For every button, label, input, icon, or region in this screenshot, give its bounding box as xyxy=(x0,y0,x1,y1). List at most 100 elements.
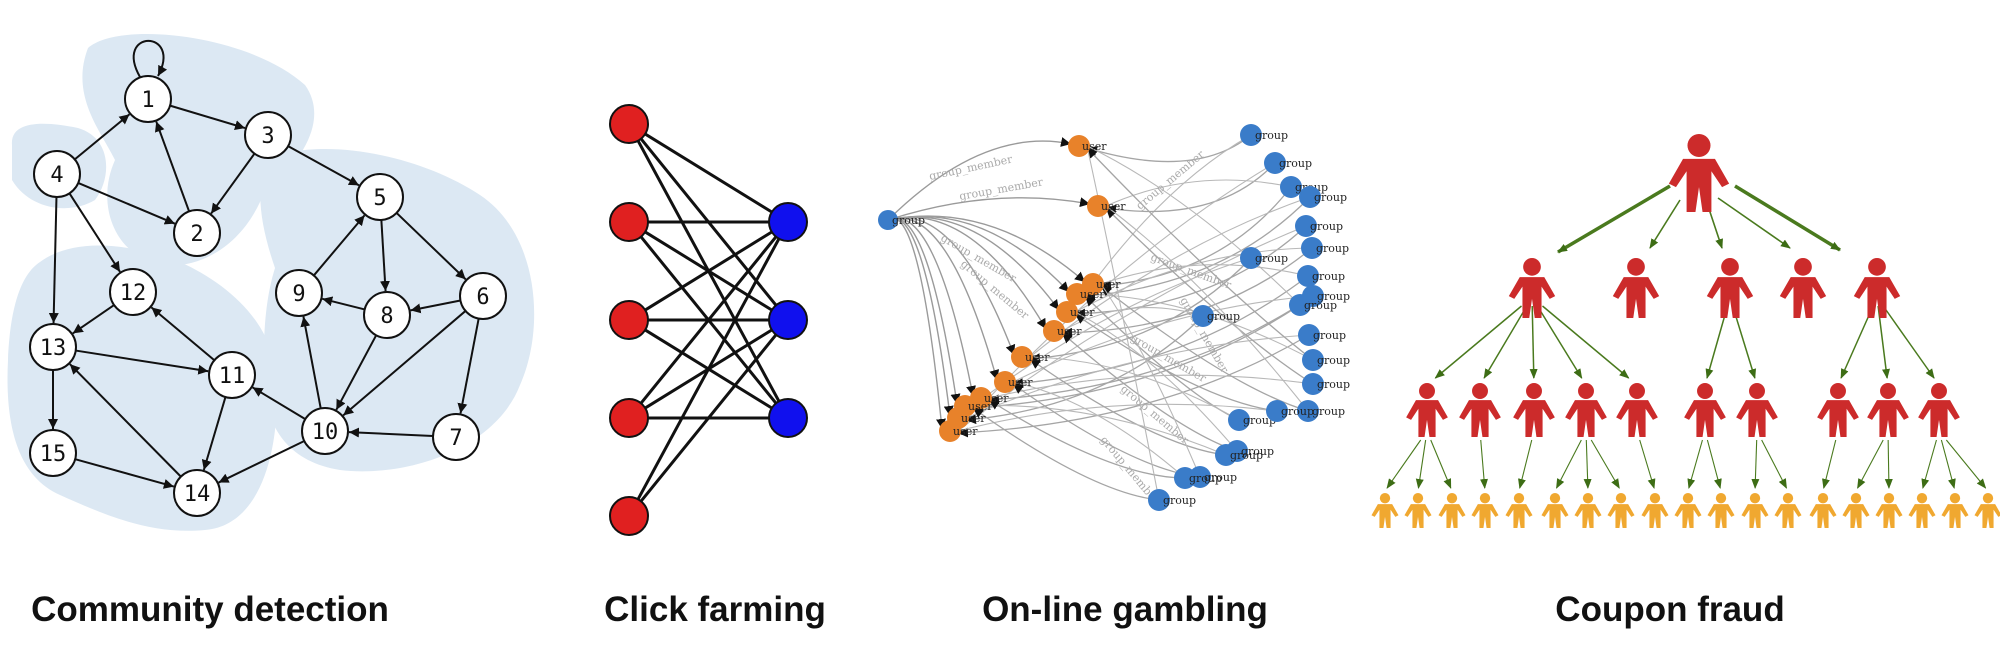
person-icon xyxy=(1616,383,1658,437)
referral-arrow xyxy=(1415,439,1427,489)
graph-node-2: 2 xyxy=(173,209,221,257)
click-farmer-node xyxy=(609,104,649,144)
membership-edge xyxy=(1105,205,1309,412)
graph-node-label: 2 xyxy=(190,222,203,247)
person-icon xyxy=(1918,383,1960,437)
graph-node-14: 14 xyxy=(173,469,221,517)
group-node-label: group xyxy=(1314,191,1347,204)
person-icon xyxy=(1607,493,1635,528)
membership-edge xyxy=(1086,145,1160,501)
coupon-fraud-diagram xyxy=(1371,134,2000,528)
referral-arrow xyxy=(1434,305,1522,379)
person-icon xyxy=(1741,493,1769,528)
group-node xyxy=(1174,467,1196,489)
membership-edge xyxy=(1086,147,1314,361)
bipartite-edge xyxy=(627,221,790,419)
graph-edge xyxy=(313,214,366,277)
edge-label: group_member xyxy=(1118,382,1192,447)
group-node-label: group xyxy=(1312,270,1345,283)
referral-arrow xyxy=(1529,305,1538,379)
person-icon xyxy=(1565,383,1607,437)
referral-arrow xyxy=(1480,439,1488,489)
graph-node-3: 3 xyxy=(244,111,292,159)
person-icon xyxy=(1406,383,1448,437)
person-icon xyxy=(1674,493,1702,528)
graph-edge xyxy=(169,104,246,131)
referral-arrow xyxy=(1882,305,1935,379)
group-node-label: group xyxy=(1304,299,1337,312)
referral-arrow xyxy=(1583,439,1592,489)
graph-node-label: 8 xyxy=(380,304,393,329)
referral-arrow xyxy=(1386,439,1422,489)
group-node-label: group xyxy=(1241,445,1274,458)
target-item-node xyxy=(768,300,808,340)
membership-edge xyxy=(965,334,1310,419)
bipartite-edge xyxy=(628,122,789,224)
person-icon xyxy=(1817,383,1859,437)
person-icon xyxy=(1736,383,1778,437)
person-icon xyxy=(1508,258,1556,318)
membership-edge xyxy=(1074,311,1238,452)
click-farmer-node xyxy=(609,496,649,536)
group-node-label: group xyxy=(892,214,925,227)
referral-arrow xyxy=(1542,305,1630,379)
referral-arrow xyxy=(1430,439,1452,489)
user-node-label: user xyxy=(984,392,1009,405)
user-node-label: user xyxy=(968,400,993,413)
membership-edge xyxy=(1086,145,1301,306)
user-node-label: user xyxy=(1057,325,1082,338)
membership-edge xyxy=(1105,162,1276,215)
group-node-label: group xyxy=(1243,414,1276,427)
group-node xyxy=(1215,444,1237,466)
referral-arrow xyxy=(1945,439,1987,489)
membership-edge xyxy=(1086,134,1252,163)
referral-arrow xyxy=(1649,199,1681,249)
user-node-label: user xyxy=(1025,351,1050,364)
graph-node-label: 4 xyxy=(50,163,63,188)
click-farmer-node xyxy=(609,202,649,242)
user-node xyxy=(1087,195,1109,217)
referral-arrow xyxy=(1717,197,1791,249)
user-node xyxy=(1011,346,1033,368)
graph-edge xyxy=(69,363,182,478)
graph-edge xyxy=(348,427,434,438)
person-icon xyxy=(1612,258,1660,318)
caption-coupon-fraud: Coupon fraud xyxy=(1555,590,1785,629)
group-node-label: group xyxy=(1230,449,1263,462)
user-node xyxy=(1082,273,1104,295)
caption-click-farming: Click farming xyxy=(604,590,826,629)
referral-arrow xyxy=(1884,439,1893,489)
graph-edge-self-loop xyxy=(132,39,168,78)
graph-node-label: 5 xyxy=(373,186,386,211)
group-node-label: group xyxy=(1207,310,1240,323)
graph-node-label: 9 xyxy=(292,282,305,307)
target-item-node xyxy=(768,398,808,438)
group-node xyxy=(1266,400,1288,422)
graph-node-8: 8 xyxy=(363,291,411,339)
group-node-label: group xyxy=(1281,405,1314,418)
graph-node-11: 11 xyxy=(208,351,256,399)
user-node-label: user xyxy=(953,425,978,438)
group-node-label: group xyxy=(1255,252,1288,265)
membership-edge xyxy=(1100,186,1292,291)
membership-edge xyxy=(965,315,1204,425)
user-node-label: user xyxy=(1101,200,1126,213)
graph-node-13: 13 xyxy=(29,323,77,371)
group-node xyxy=(1264,152,1286,174)
referral-arrow xyxy=(1877,305,1890,379)
edge-label: group_member xyxy=(928,152,1014,182)
group-node xyxy=(1297,400,1319,422)
person-icon xyxy=(1707,493,1735,528)
person-icon xyxy=(1774,493,1802,528)
membership-edge xyxy=(1012,381,1186,479)
membership-edge xyxy=(1100,283,1201,478)
group-node-label: group xyxy=(1317,290,1350,303)
person-icon xyxy=(1668,134,1730,212)
user-node-label: user xyxy=(1070,306,1095,319)
membership-edge xyxy=(1012,295,1314,383)
group-node-label: group xyxy=(1317,354,1350,367)
person-icon xyxy=(1941,493,1969,528)
referral-arrow xyxy=(1857,439,1884,489)
referral-arrow xyxy=(1921,439,1937,489)
